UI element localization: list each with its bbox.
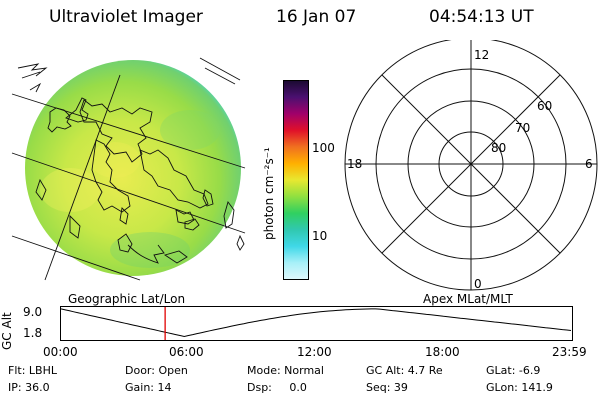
seq-status: Seq: 39	[366, 381, 408, 394]
door-status: Door: Open	[125, 364, 188, 377]
colorbar-tick-10: 10	[312, 229, 328, 243]
altitude-ytick-bottom: 1.8	[23, 326, 43, 340]
image-date: 16 Jan 07	[276, 7, 357, 27]
filter-status: Flt: LBHL	[8, 364, 57, 377]
geographic-label: Geographic Lat/Lon	[68, 292, 186, 306]
mlt-label-12: 12	[474, 48, 489, 62]
altitude-xtick-3: 18:00	[425, 345, 460, 359]
colorbar-tick-100: 100	[312, 141, 335, 155]
mlt-label-0: 0	[474, 277, 482, 291]
glon-status: GLon: 141.9	[486, 381, 553, 394]
mlt-label-6: 6	[585, 157, 593, 171]
gc-alt-status: GC Alt: 4.7 Re	[366, 364, 443, 377]
apex-label: Apex MLat/MLT	[423, 292, 513, 306]
image-time: 04:54:13 UT	[429, 7, 534, 27]
altitude-plot	[60, 306, 573, 341]
gain-status: Gain: 14	[125, 381, 172, 394]
mlat-label-80: 80	[491, 141, 506, 155]
uv-disk-image	[11, 57, 246, 281]
altitude-ytick-top: 9.0	[23, 305, 43, 319]
colorbar	[283, 80, 309, 280]
altitude-xtick-0: 00:00	[43, 345, 78, 359]
altitude-xtick-4: 23:59	[552, 345, 587, 359]
ip-status: IP: 36.0	[8, 381, 50, 394]
altitude-curve	[60, 308, 572, 338]
earth-disk	[25, 60, 241, 276]
geo-grid	[11, 74, 246, 281]
altitude-plot-frame	[60, 306, 573, 341]
altitude-ylabel: GC Alt	[0, 312, 14, 350]
altitude-xtick-1: 06:00	[169, 345, 204, 359]
app-title: Ultraviolet Imager	[49, 7, 203, 27]
mlat-label-60: 60	[537, 99, 552, 113]
mlat-label-70: 70	[515, 121, 530, 135]
glat-status: GLat: -6.9	[486, 364, 541, 377]
colorbar-label: photon cm⁻²s⁻¹	[262, 147, 276, 240]
mlt-label-18: 18	[347, 157, 362, 171]
polar-plot: 12 0 18 6 80 70 60	[344, 40, 598, 291]
offdisk-coastlines	[17, 57, 241, 93]
altitude-xtick-2: 12:00	[297, 345, 332, 359]
dsp-status: Dsp: 0.0	[247, 381, 307, 394]
mode-status: Mode: Normal	[247, 364, 324, 377]
